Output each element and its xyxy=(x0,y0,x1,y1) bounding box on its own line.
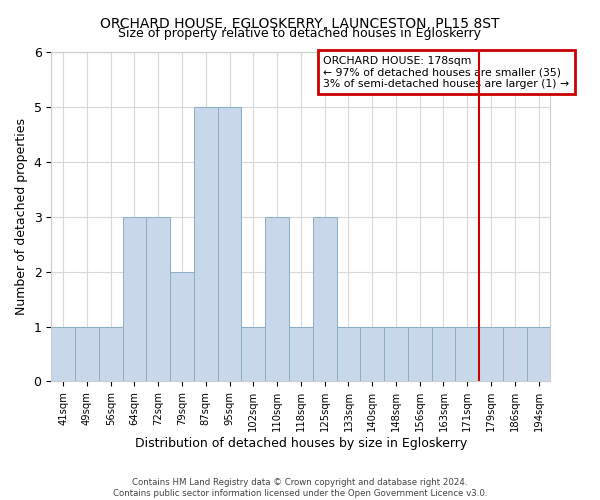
Bar xyxy=(313,217,337,382)
Bar xyxy=(265,217,289,382)
Bar xyxy=(218,108,241,382)
Bar xyxy=(527,326,550,382)
Text: Contains HM Land Registry data © Crown copyright and database right 2024.
Contai: Contains HM Land Registry data © Crown c… xyxy=(113,478,487,498)
Bar xyxy=(99,326,122,382)
Text: ORCHARD HOUSE, EGLOSKERRY, LAUNCESTON, PL15 8ST: ORCHARD HOUSE, EGLOSKERRY, LAUNCESTON, P… xyxy=(100,18,500,32)
X-axis label: Distribution of detached houses by size in Egloskerry: Distribution of detached houses by size … xyxy=(135,437,467,450)
Bar xyxy=(503,326,527,382)
Text: Size of property relative to detached houses in Egloskerry: Size of property relative to detached ho… xyxy=(119,28,482,40)
Bar xyxy=(194,108,218,382)
Bar xyxy=(51,326,75,382)
Bar xyxy=(241,326,265,382)
Y-axis label: Number of detached properties: Number of detached properties xyxy=(15,118,28,316)
Bar xyxy=(170,272,194,382)
Bar xyxy=(455,326,479,382)
Bar xyxy=(384,326,408,382)
Bar xyxy=(479,326,503,382)
Bar xyxy=(337,326,360,382)
Bar xyxy=(431,326,455,382)
Bar xyxy=(360,326,384,382)
Bar xyxy=(146,217,170,382)
Bar xyxy=(75,326,99,382)
Text: ORCHARD HOUSE: 178sqm
← 97% of detached houses are smaller (35)
3% of semi-detac: ORCHARD HOUSE: 178sqm ← 97% of detached … xyxy=(323,56,569,89)
Bar xyxy=(122,217,146,382)
Bar xyxy=(408,326,431,382)
Bar xyxy=(289,326,313,382)
